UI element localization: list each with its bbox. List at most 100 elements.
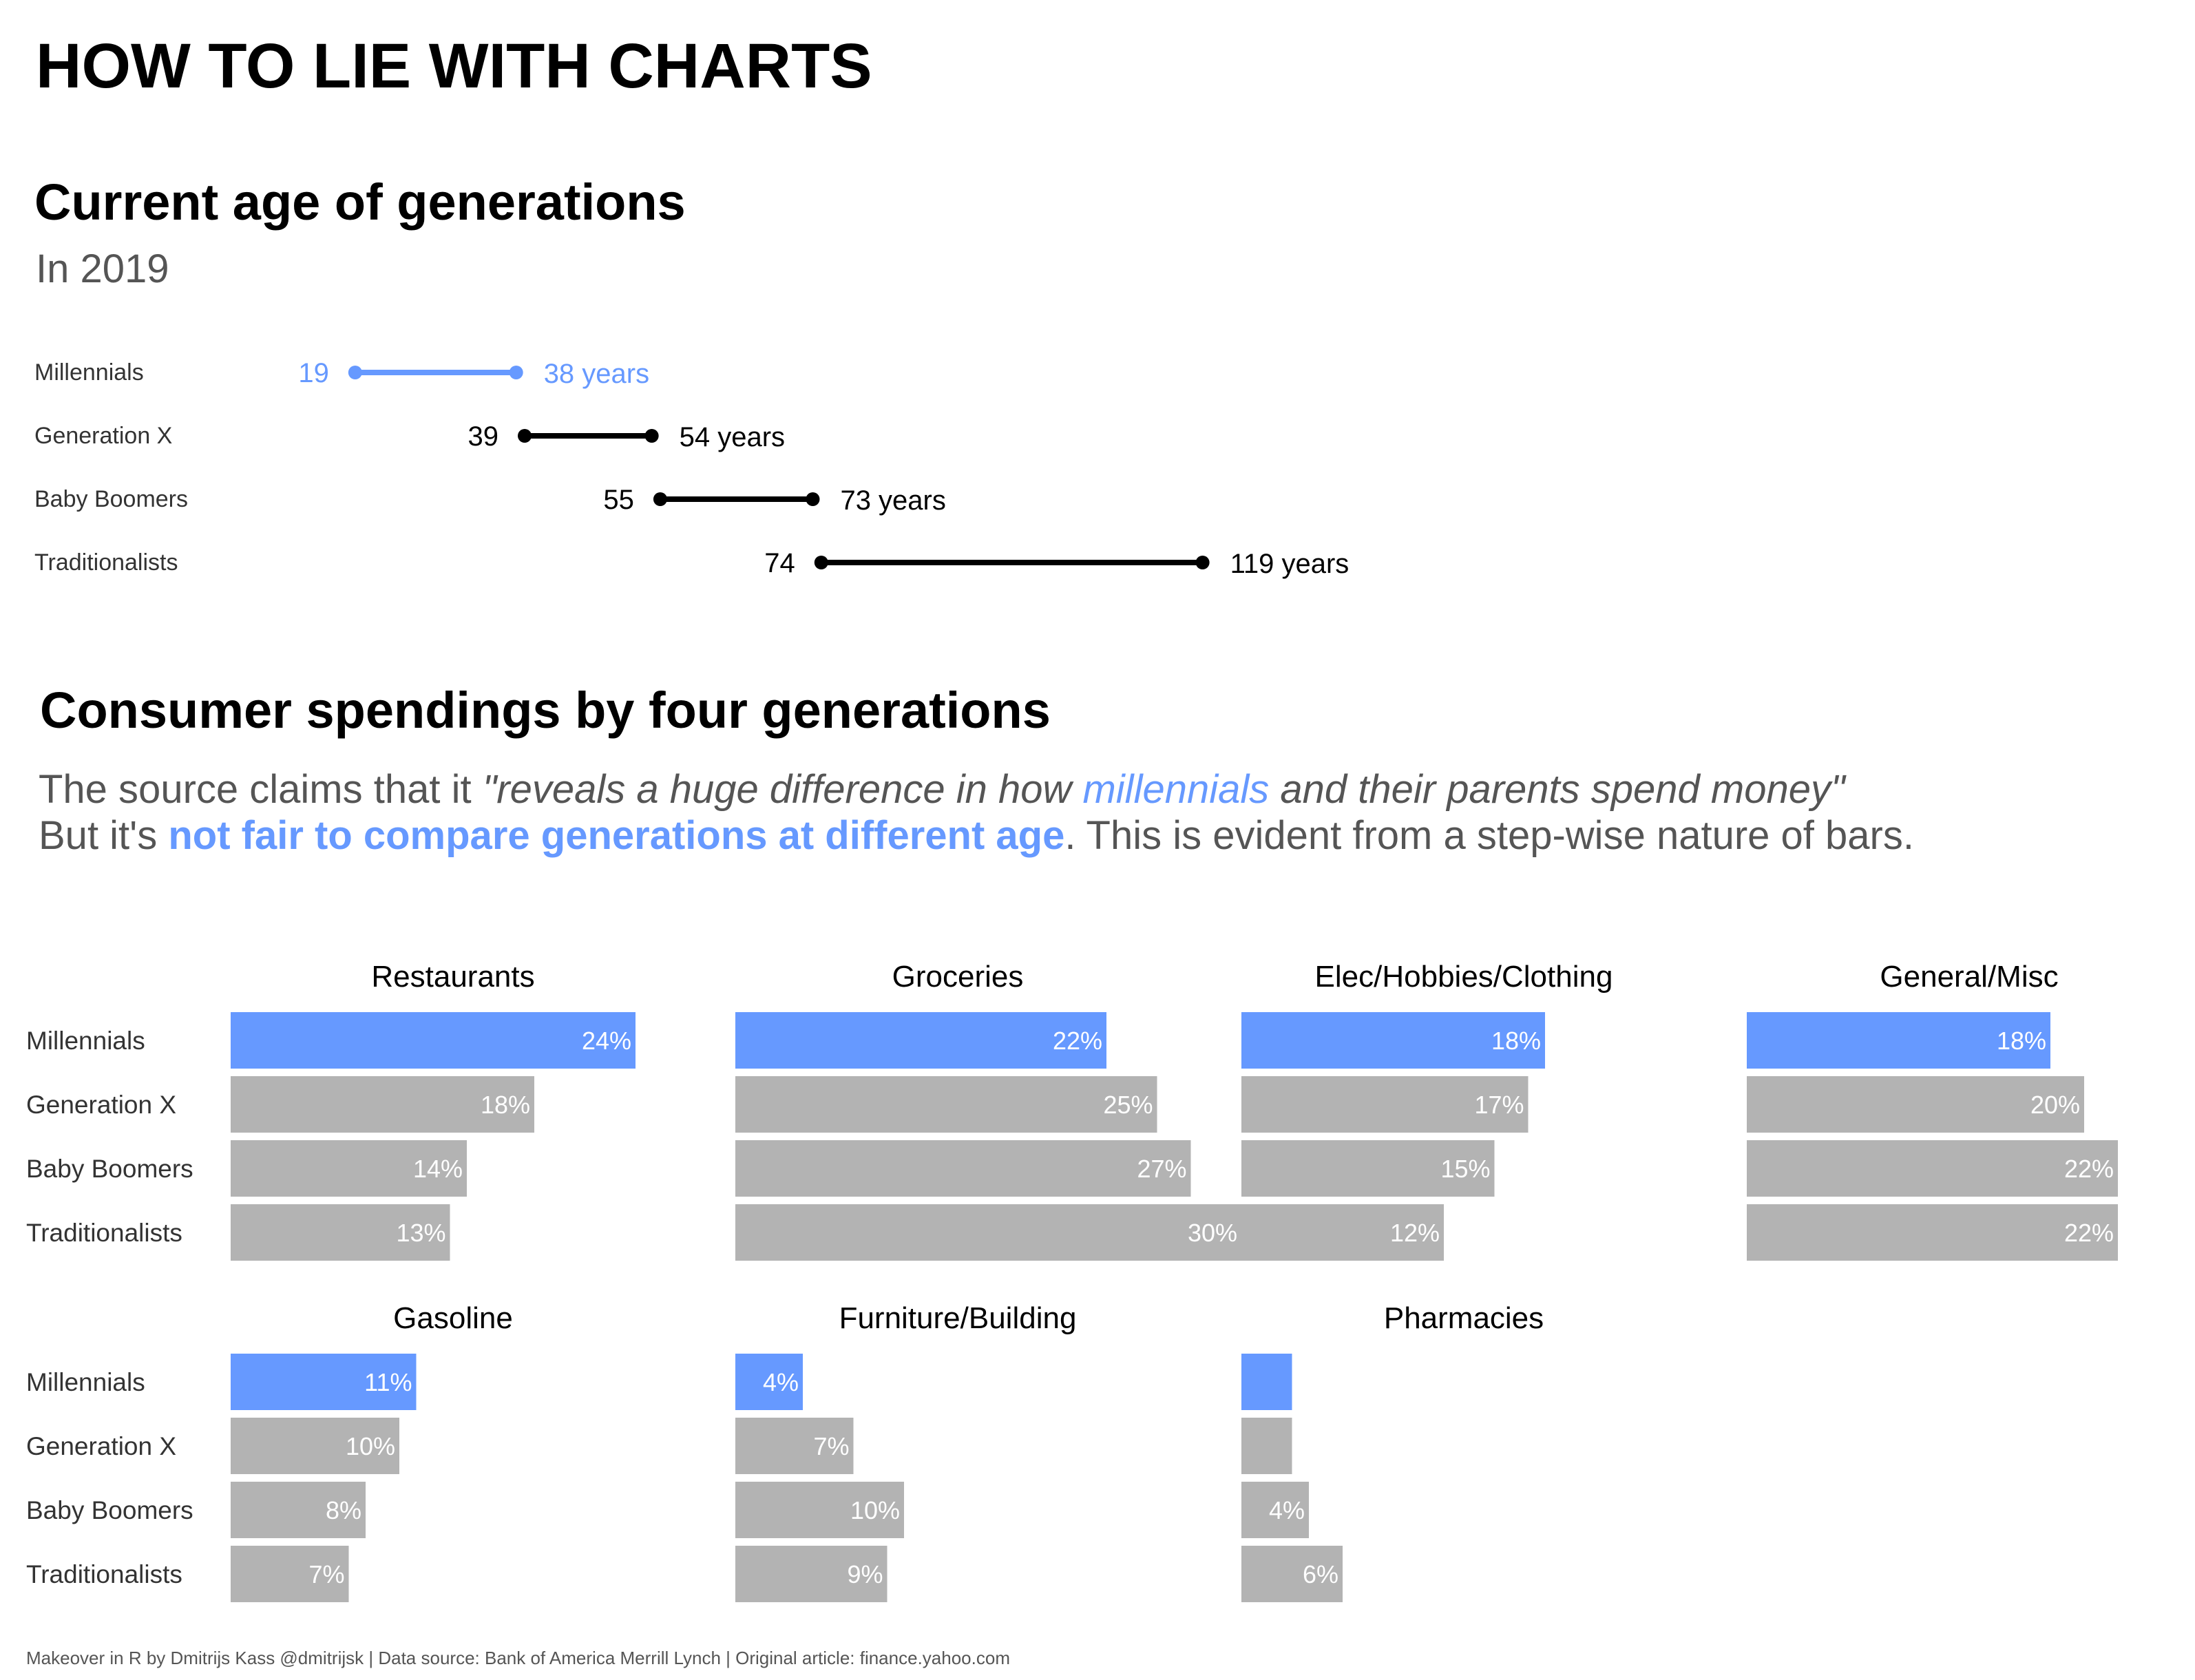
- bar-elec-hobbies-clothing-generation-x: [1241, 1076, 1529, 1133]
- bar-label-groceries-generation-x: 25%: [1103, 1091, 1153, 1119]
- bar-label-furniture-building-millennials: 4%: [763, 1368, 799, 1396]
- bar-label-elec-hobbies-clothing-traditionalists: 12%: [1390, 1219, 1440, 1247]
- age-end-label-millennials: 38 years: [544, 359, 649, 389]
- panel-title-furniture-building: Furniture/Building: [839, 1301, 1077, 1335]
- bar-general-misc-millennials: [1747, 1012, 2050, 1069]
- bar-elec-hobbies-clothing-millennials: [1241, 1012, 1545, 1069]
- spend-description-line-1: The source claims that it "reveals a hug…: [39, 770, 1845, 810]
- bar-groceries-baby-boomers: [735, 1140, 1191, 1197]
- bar-label-groceries-traditionalists: 30%: [1188, 1219, 1237, 1247]
- spend-chart-title: Consumer spendings by four generations: [40, 682, 1051, 739]
- bar-label-elec-hobbies-clothing-millennials: 18%: [1491, 1027, 1541, 1055]
- desc-text: But it's: [39, 813, 169, 858]
- age-row-label-generation-x: Generation X: [34, 423, 172, 449]
- age-end-label-generation-x: 54 years: [680, 422, 785, 452]
- panel-title-pharmacies: Pharmacies: [1384, 1301, 1544, 1335]
- bar-row-label-baby-boomers-1: Baby Boomers: [26, 1155, 193, 1183]
- bar-restaurants-baby-boomers: [231, 1140, 467, 1197]
- age-row-label-baby-boomers: Baby Boomers: [34, 486, 188, 512]
- bar-pharmacies-traditionalists: [1241, 1546, 1343, 1602]
- panel-title-gasoline: Gasoline: [393, 1301, 513, 1335]
- age-end-point-baby-boomers: [806, 492, 820, 506]
- bar-row-label-millennials-2: Millennials: [26, 1368, 145, 1396]
- bar-general-misc-generation-x: [1747, 1076, 2084, 1133]
- age-start-label-traditionalists: 74: [764, 548, 795, 578]
- footer-caption: Makeover in R by Dmitrijs Kass @dmitrijs…: [26, 1648, 1010, 1668]
- bar-label-general-misc-generation-x: 20%: [2030, 1091, 2080, 1119]
- bar-row-label-generation-x-1: Generation X: [26, 1091, 176, 1119]
- bar-furniture-building-generation-x: [735, 1418, 854, 1474]
- age-end-label-baby-boomers: 73 years: [840, 485, 945, 516]
- bar-label-elec-hobbies-clothing-generation-x: 17%: [1474, 1091, 1524, 1119]
- age-start-label-generation-x: 39: [468, 421, 499, 452]
- bar-label-pharmacies-baby-boomers: 4%: [1269, 1496, 1305, 1524]
- age-start-label-millennials: 19: [298, 358, 329, 388]
- panel-title-restaurants: Restaurants: [371, 960, 534, 994]
- spend-description-line-2: But it's not fair to compare generations…: [39, 816, 1914, 856]
- bar-label-groceries-millennials: 22%: [1053, 1027, 1102, 1055]
- bar-label-restaurants-generation-x: 18%: [481, 1091, 530, 1119]
- bar-restaurants-traditionalists: [231, 1204, 450, 1261]
- bar-label-general-misc-traditionalists: 22%: [2064, 1219, 2114, 1247]
- bar-groceries-millennials: [735, 1012, 1106, 1069]
- bar-label-general-misc-millennials: 18%: [1997, 1027, 2046, 1055]
- bar-groceries-traditionalists: [735, 1204, 1241, 1261]
- bar-pharmacies-baby-boomers: [1241, 1482, 1309, 1538]
- bar-gasoline-traditionalists: [231, 1546, 349, 1602]
- bar-row-label-millennials-1: Millennials: [26, 1027, 145, 1055]
- age-chart-subtitle: In 2019: [36, 246, 169, 291]
- bar-gasoline-millennials: [231, 1354, 417, 1410]
- bar-label-furniture-building-generation-x: 7%: [813, 1432, 849, 1460]
- panel-title-elec-hobbies-clothing: Elec/Hobbies/Clothing: [1315, 960, 1613, 994]
- panel-title-groceries: Groceries: [892, 960, 1024, 994]
- desc-highlight-claim: not fair to compare generations at diffe…: [168, 813, 1065, 858]
- desc-quote-end: and their parents spend money": [1269, 767, 1845, 812]
- bar-label-gasoline-generation-x: 10%: [346, 1432, 395, 1460]
- bar-label-furniture-building-baby-boomers: 10%: [850, 1496, 900, 1524]
- bar-furniture-building-millennials: [735, 1354, 803, 1410]
- bar-label-gasoline-baby-boomers: 8%: [326, 1496, 361, 1524]
- age-start-label-baby-boomers: 55: [603, 485, 634, 515]
- desc-highlight-millennials: millennials: [1082, 767, 1270, 812]
- bar-general-misc-baby-boomers: [1747, 1140, 2118, 1197]
- bar-label-restaurants-traditionalists: 13%: [396, 1219, 445, 1247]
- bar-label-furniture-building-traditionalists: 9%: [847, 1560, 883, 1588]
- bar-label-gasoline-traditionalists: 7%: [308, 1560, 344, 1588]
- bar-elec-hobbies-clothing-traditionalists: [1241, 1204, 1444, 1261]
- bar-label-gasoline-millennials: 11%: [364, 1368, 412, 1396]
- bar-restaurants-generation-x: [231, 1076, 534, 1133]
- desc-text: The source claims that it: [39, 767, 483, 812]
- bar-general-misc-traditionalists: [1747, 1204, 2118, 1261]
- bar-label-restaurants-millennials: 24%: [582, 1027, 631, 1055]
- desc-text-end: . This is evident from a step-wise natur…: [1064, 813, 1914, 858]
- age-start-point-generation-x: [518, 429, 532, 443]
- bar-row-label-traditionalists-1: Traditionalists: [26, 1219, 182, 1247]
- bar-row-label-traditionalists-2: Traditionalists: [26, 1560, 182, 1588]
- bar-label-restaurants-baby-boomers: 14%: [413, 1155, 463, 1183]
- panel-title-general-misc: General/Misc: [1880, 960, 2058, 994]
- bar-row-label-baby-boomers-2: Baby Boomers: [26, 1496, 193, 1524]
- age-chart-title: Current age of generations: [34, 174, 686, 231]
- bar-pharmacies-generation-x: [1241, 1418, 1292, 1474]
- age-start-point-baby-boomers: [653, 492, 667, 506]
- age-end-point-millennials: [509, 366, 523, 379]
- age-end-point-traditionalists: [1195, 556, 1210, 569]
- bar-furniture-building-baby-boomers: [735, 1482, 904, 1538]
- bar-restaurants-millennials: [231, 1012, 636, 1069]
- desc-quote: "reveals a huge difference in how: [482, 767, 1083, 812]
- age-row-label-traditionalists: Traditionalists: [34, 549, 178, 576]
- age-start-point-traditionalists: [814, 556, 828, 569]
- age-row-label-millennials: Millennials: [34, 359, 144, 386]
- age-end-point-generation-x: [644, 429, 659, 443]
- bar-gasoline-generation-x: [231, 1418, 399, 1474]
- age-end-label-traditionalists: 119 years: [1230, 549, 1349, 579]
- bar-elec-hobbies-clothing-baby-boomers: [1241, 1140, 1495, 1197]
- bar-groceries-generation-x: [735, 1076, 1157, 1133]
- age-start-point-millennials: [348, 366, 362, 379]
- bar-gasoline-baby-boomers: [231, 1482, 366, 1538]
- bar-label-general-misc-baby-boomers: 22%: [2064, 1155, 2114, 1183]
- bar-pharmacies-millennials: [1241, 1354, 1292, 1410]
- bar-furniture-building-traditionalists: [735, 1546, 888, 1602]
- bar-label-pharmacies-traditionalists: 6%: [1303, 1560, 1338, 1588]
- page-title: HOW TO LIE WITH CHARTS: [36, 31, 872, 101]
